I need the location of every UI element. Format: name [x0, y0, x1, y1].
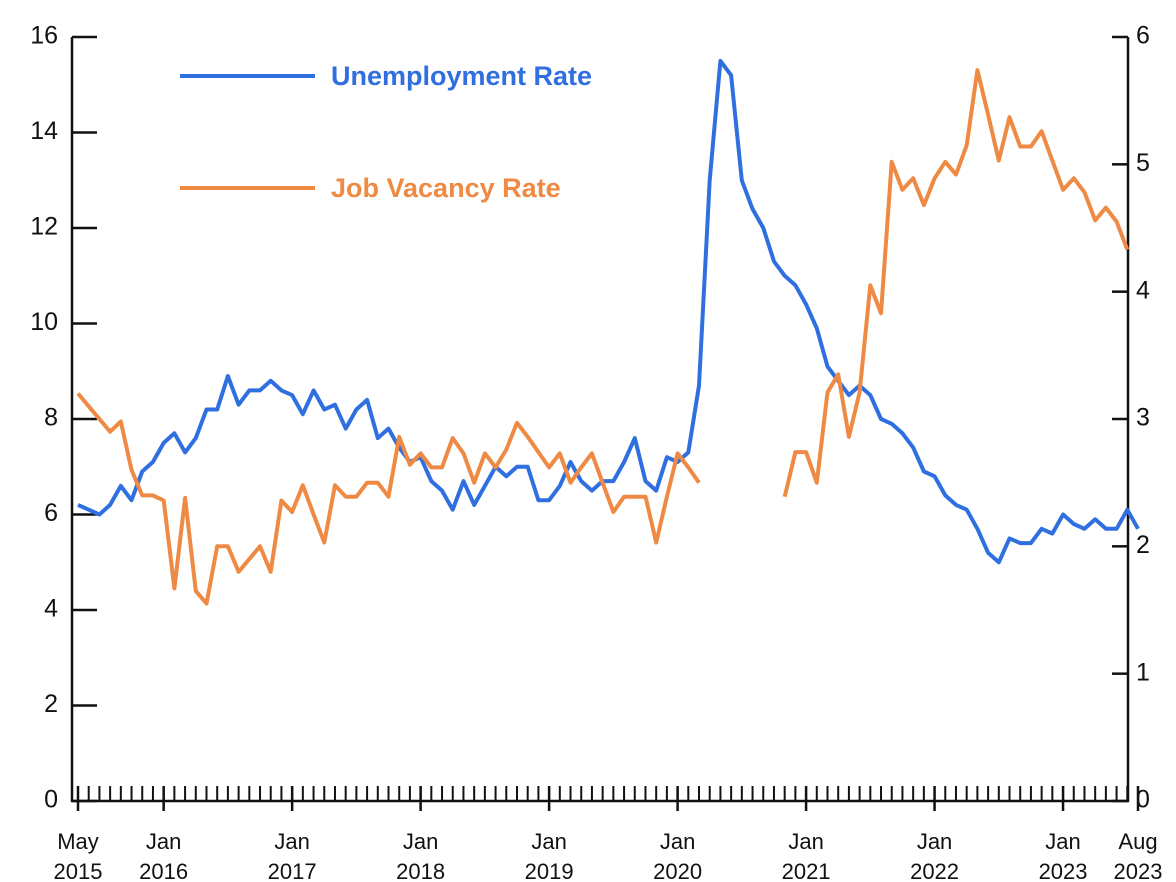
- x-tick-label: May 2015: [54, 829, 103, 882]
- y-tick-label: 14: [30, 117, 58, 145]
- x-tick-label: Jan 2018: [396, 829, 445, 882]
- y-tick-label: 16: [30, 22, 58, 50]
- x-tick-label: Jan 2022: [910, 829, 959, 882]
- y-tick-label: 4: [44, 595, 58, 623]
- x-tick-label: Jan 2017: [268, 829, 317, 882]
- series-line: [76, 68, 1130, 606]
- y-tick-label: 12: [30, 213, 58, 241]
- legend-label: Unemployment Rate: [331, 61, 592, 91]
- legend-label: Job Vacancy Rate: [331, 173, 561, 203]
- x-tick-label: Jan 2020: [653, 829, 702, 882]
- y2-tick-label: 5: [1136, 149, 1150, 177]
- y2-tick-label: 4: [1136, 276, 1150, 304]
- y2-tick-label: 3: [1136, 404, 1150, 432]
- x-tick-label: Jan 2019: [525, 829, 574, 882]
- series-line: [77, 58, 1140, 565]
- x-tick-label: Jan 2016: [139, 829, 188, 882]
- x-tick-label: Aug 2023: [1114, 829, 1163, 882]
- y-tick-label: 10: [30, 308, 58, 336]
- y-tick-label: 0: [44, 786, 58, 814]
- y2-tick-label: 2: [1136, 531, 1150, 559]
- y2-tick-label: 6: [1136, 22, 1150, 50]
- x-tick-label: Jan 2021: [782, 829, 831, 882]
- y-tick-label: 6: [44, 499, 58, 527]
- y-tick-label: 8: [44, 404, 58, 432]
- y2-tick-label: 1: [1136, 658, 1150, 686]
- y2-tick-label: 0: [1136, 786, 1150, 814]
- x-tick-label: Jan 2023: [1039, 829, 1088, 882]
- y-tick-label: 2: [44, 690, 58, 718]
